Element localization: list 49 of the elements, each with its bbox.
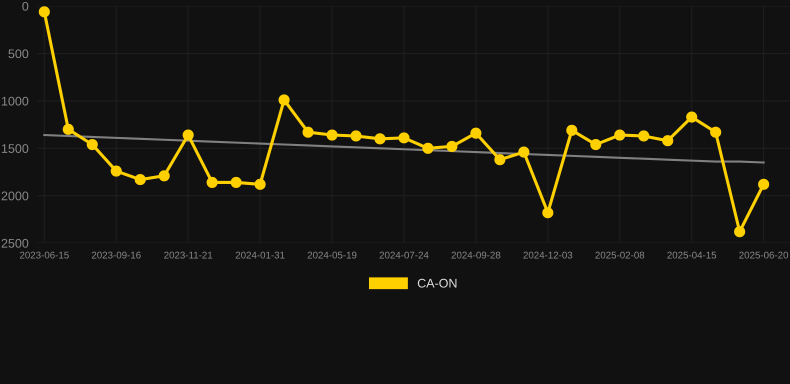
point	[254, 178, 266, 190]
point	[422, 142, 434, 154]
point	[758, 178, 770, 190]
point	[206, 176, 218, 188]
point	[230, 176, 242, 188]
y-tick-label: 2500	[2, 238, 28, 248]
point	[158, 170, 170, 182]
y-tick-label: 1000	[2, 96, 28, 106]
point	[518, 146, 530, 158]
point	[326, 129, 338, 141]
point	[398, 132, 410, 144]
point	[278, 94, 290, 106]
x-tick-label: 2025-06-20	[739, 252, 788, 259]
point	[734, 226, 746, 238]
point	[662, 135, 674, 146]
y-tick-label: 0	[22, 2, 28, 11]
point	[182, 129, 194, 141]
x-tick-label: 2023-06-15	[20, 252, 69, 259]
point	[542, 207, 554, 218]
point	[110, 165, 122, 177]
x-tick-label: 2024-12-03	[523, 252, 572, 259]
x-tick-label: 2024-05-19	[308, 252, 356, 259]
x-tick-label: 2023-11-21	[164, 252, 212, 259]
point	[470, 128, 482, 139]
point	[686, 111, 698, 123]
point	[38, 6, 50, 18]
legend-label: CA-ON	[418, 278, 456, 288]
point	[350, 130, 362, 142]
point	[494, 154, 506, 166]
point	[446, 140, 458, 152]
point	[638, 130, 650, 142]
point	[590, 138, 602, 150]
y-tick-label: 1500	[2, 144, 28, 153]
y-tick-label: 500	[8, 49, 28, 58]
x-tick-label: 2024-01-31	[236, 252, 285, 259]
point	[710, 126, 722, 138]
point	[302, 126, 314, 138]
x-tick-label: 2024-07-24	[380, 252, 429, 259]
x-tick-label: 2025-04-15	[667, 252, 716, 259]
point	[86, 138, 98, 150]
x-tick-label: 2023-09-16	[92, 252, 141, 259]
point	[566, 124, 578, 136]
x-tick-label: 2024-09-28	[452, 252, 500, 259]
y-tick-label: 2000	[2, 191, 28, 200]
point	[374, 133, 386, 144]
point	[614, 129, 626, 141]
point	[134, 174, 146, 186]
x-tick-label: 2025-02-08	[595, 252, 644, 259]
point	[62, 124, 74, 135]
